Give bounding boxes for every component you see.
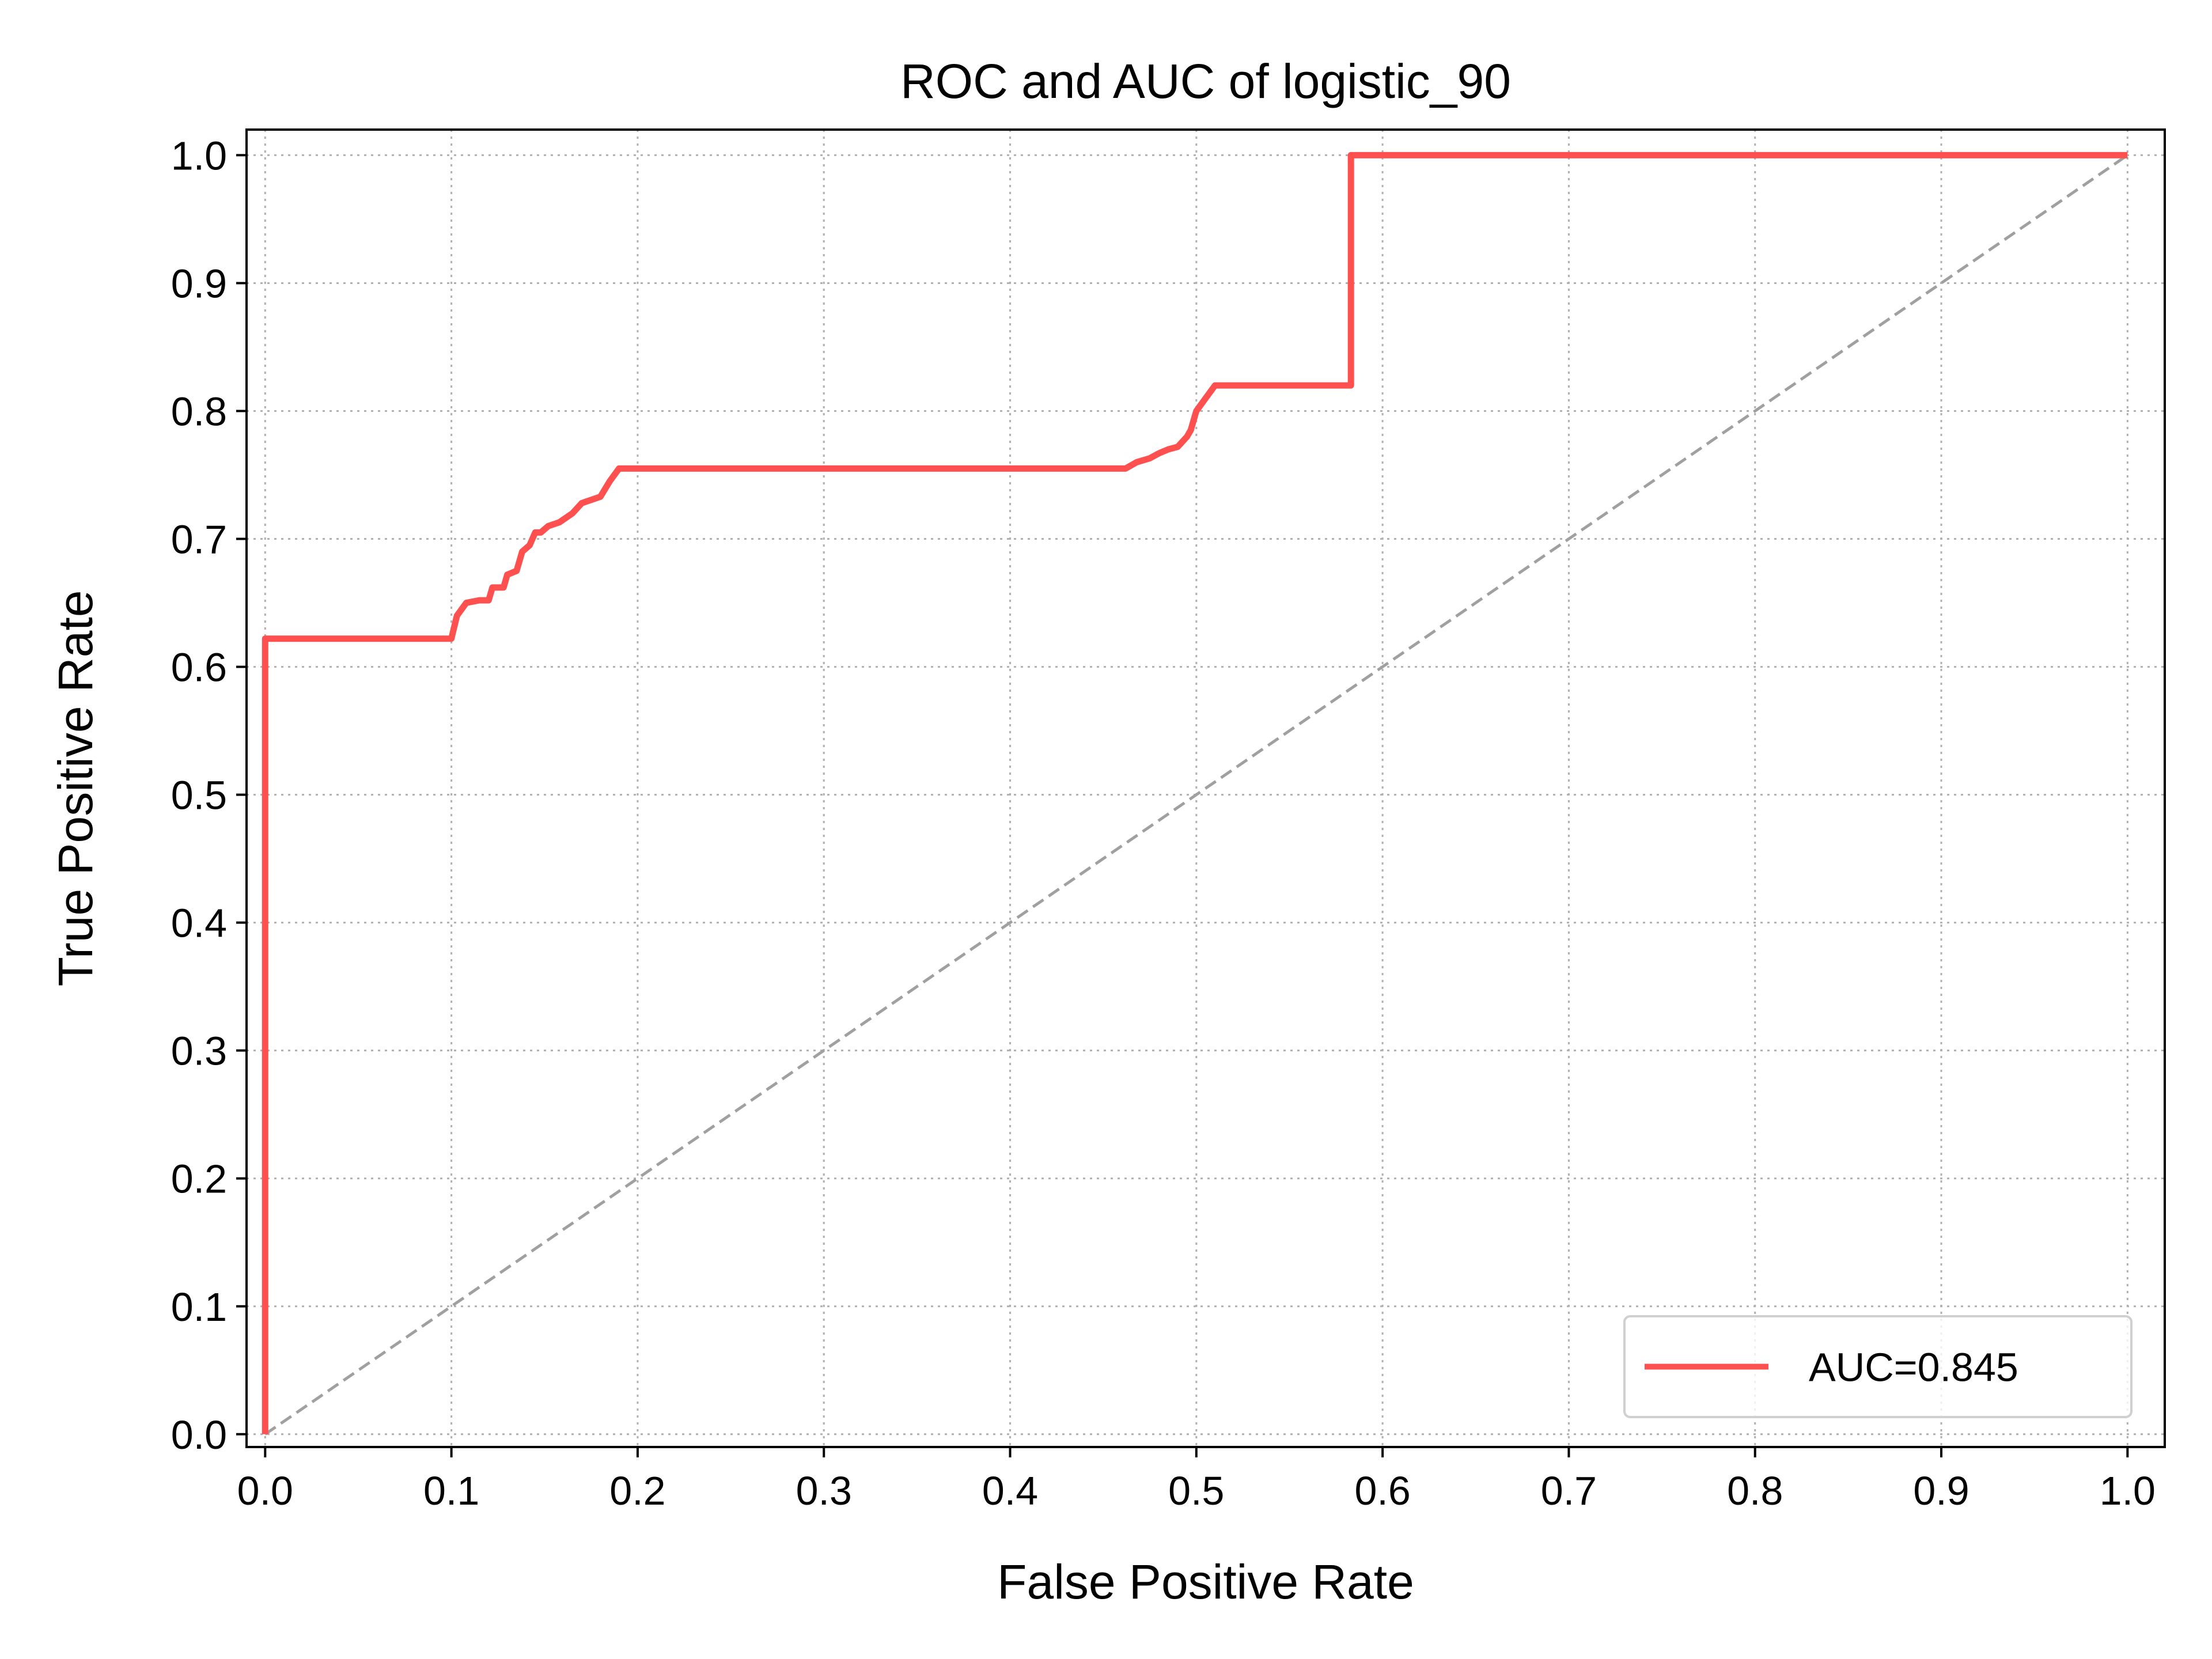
y-tick-label: 0.0 (171, 1412, 227, 1457)
axis-ticks: 0.0 0.1 0.2 0.3 0.4 0.5 0.6 0.7 0.8 0.9 1.0 0.0 0.1 0… (171, 133, 2156, 1513)
x-tick-label: 0.4 (982, 1468, 1038, 1513)
y-tick-label: 0.8 (171, 389, 227, 434)
plot-area-frame (245, 128, 2166, 1448)
y-tick-label: 0.5 (171, 773, 227, 818)
x-tick-label: 0.3 (796, 1468, 852, 1513)
x-axis-title: False Positive Rate (997, 1555, 1414, 1609)
y-tick-label: 0.4 (171, 901, 227, 946)
x-tick-label: 1.0 (2100, 1468, 2156, 1513)
legend-label: AUC=0.845 (1809, 1345, 2018, 1390)
y-tick-label: 0.3 (171, 1029, 227, 1074)
y-tick-label: 0.1 (171, 1285, 227, 1330)
y-axis-title: True Positive Rate (48, 590, 103, 987)
legend: AUC=0.845 (1623, 1315, 2133, 1418)
x-tick-label: 0.9 (1913, 1468, 1969, 1513)
x-tick-label: 0.8 (1727, 1468, 1783, 1513)
x-tick-label: 0.2 (609, 1468, 665, 1513)
x-tick-label: 0.7 (1541, 1468, 1597, 1513)
y-tick-label: 0.2 (171, 1157, 227, 1202)
y-tick-label: 0.6 (171, 645, 227, 690)
y-tick-label: 1.0 (171, 133, 227, 178)
y-tick-label: 0.7 (171, 517, 227, 562)
series-lines (262, 151, 2128, 1435)
chart-title: ROC and AUC of logistic_90 (900, 54, 1511, 108)
roc-curve-line (262, 151, 2128, 1434)
chance-diagonal-line (264, 154, 2128, 1435)
x-tick-label: 0.0 (237, 1468, 293, 1513)
x-tick-label: 0.1 (423, 1468, 479, 1513)
legend-box (1623, 1315, 2133, 1418)
x-tick-label: 0.6 (1354, 1468, 1410, 1513)
x-tick-label: 0.5 (1168, 1468, 1224, 1513)
y-tick-label: 0.9 (171, 261, 227, 306)
